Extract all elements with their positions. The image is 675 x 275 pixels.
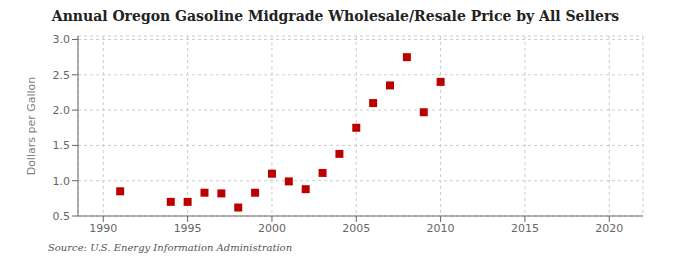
svg-text:0.5: 0.5 — [53, 210, 71, 223]
svg-text:3.0: 3.0 — [53, 33, 71, 46]
svg-text:2.0: 2.0 — [53, 104, 71, 117]
svg-text:2.5: 2.5 — [53, 69, 71, 82]
svg-text:Dollars per Gallon: Dollars per Gallon — [25, 77, 38, 176]
svg-text:1.0: 1.0 — [53, 175, 71, 188]
svg-text:2005: 2005 — [342, 222, 370, 235]
svg-text:1990: 1990 — [89, 222, 117, 235]
svg-text:1995: 1995 — [174, 222, 202, 235]
svg-text:2015: 2015 — [511, 222, 539, 235]
html-text:Annual Oregon Gasoline Midgrad: Annual Oregon Gasoline Midgrade Wholesal… — [51, 8, 620, 24]
svg-text:2020: 2020 — [595, 222, 623, 235]
svg-text:1.5: 1.5 — [53, 139, 71, 152]
html-text:Source: U.S. Energy Informatio: Source: U.S. Energy Information Administ… — [48, 242, 293, 253]
svg-text:2010: 2010 — [427, 222, 455, 235]
svg-text:2000: 2000 — [258, 222, 286, 235]
